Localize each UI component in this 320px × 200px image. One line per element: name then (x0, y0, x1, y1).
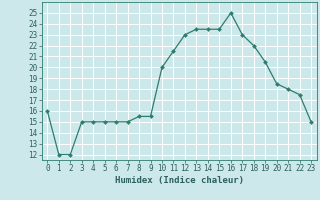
X-axis label: Humidex (Indice chaleur): Humidex (Indice chaleur) (115, 176, 244, 185)
